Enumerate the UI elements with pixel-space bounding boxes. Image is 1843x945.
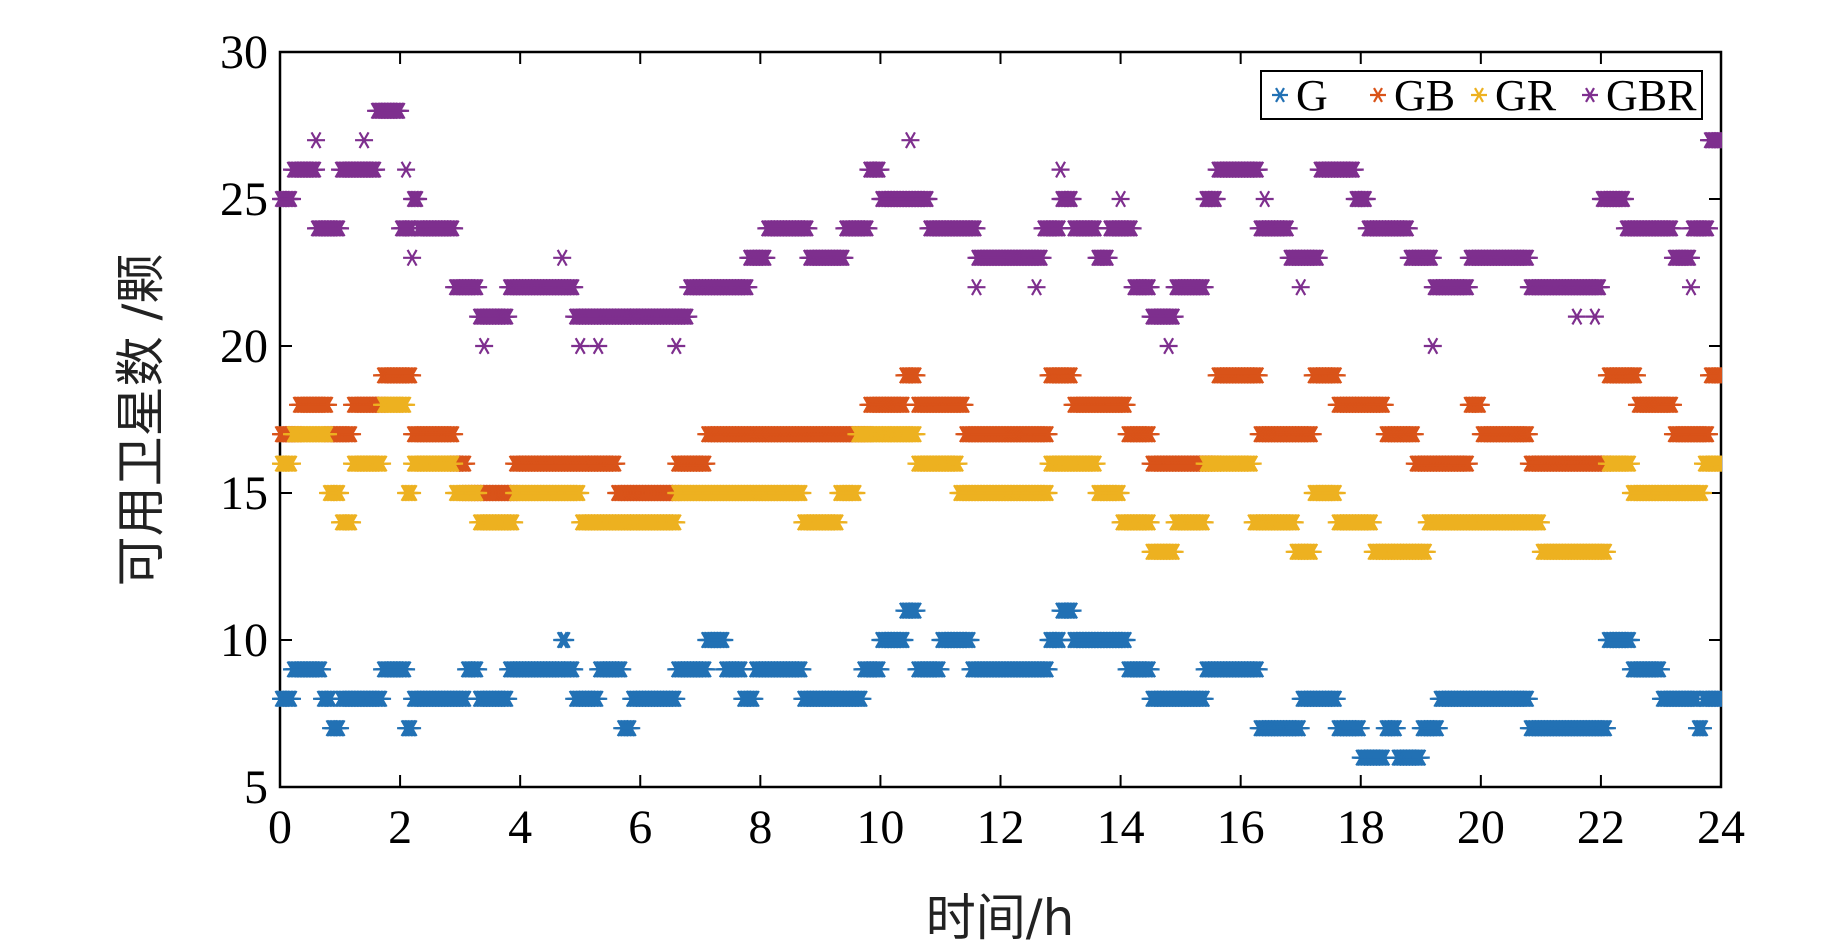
point-g	[895, 631, 914, 649]
x-tick-label: 16	[1217, 801, 1265, 854]
x-tick-label: 10	[856, 801, 904, 854]
x-tick-label: 24	[1697, 801, 1745, 854]
point-g	[1039, 661, 1058, 678]
point-g	[403, 719, 422, 737]
point-g	[1351, 719, 1370, 737]
point-gb	[1039, 425, 1058, 443]
x-tick-label: 22	[1577, 801, 1625, 854]
y-tick-label: 20	[220, 320, 268, 373]
point-gb	[1459, 455, 1478, 472]
x-axis-title: 时间/h	[926, 889, 1075, 945]
x-tick-label: 2	[388, 801, 412, 854]
data-markers	[272, 102, 1722, 766]
point-g	[1141, 661, 1160, 678]
point-g	[1429, 719, 1448, 737]
y-tick-label: 30	[220, 26, 268, 79]
point-g	[331, 719, 350, 737]
point-g	[283, 690, 302, 708]
series-G	[272, 602, 1722, 766]
x-tick-label: 4	[508, 801, 532, 854]
y-tick-labels: 5 10 15 20 25 30	[220, 26, 268, 814]
legend-label: G	[1296, 71, 1328, 120]
point-g	[793, 661, 812, 678]
legend-label: GR	[1495, 71, 1557, 120]
point-g	[745, 690, 764, 708]
point-g	[373, 690, 392, 708]
point-gb	[955, 396, 974, 414]
point-gb	[445, 425, 464, 443]
point-gb	[1471, 396, 1490, 414]
point-gb	[1063, 367, 1082, 384]
x-tick-label: 0	[268, 801, 292, 854]
point-g	[1693, 719, 1712, 737]
point-g	[931, 661, 950, 678]
point-g	[622, 719, 641, 737]
point-g	[715, 631, 734, 649]
point-g	[1063, 602, 1082, 619]
point-g	[1387, 719, 1406, 737]
point-g	[499, 690, 518, 708]
point-g	[1651, 661, 1670, 678]
point-gb	[1249, 367, 1268, 384]
point-gb	[1519, 425, 1538, 443]
point-g	[556, 631, 575, 649]
point-g	[697, 661, 716, 678]
point-g	[1327, 690, 1346, 708]
point-g	[1117, 631, 1136, 649]
point-gb	[1327, 367, 1346, 384]
x-tick-label: 8	[748, 801, 772, 854]
x-tick-label: 20	[1457, 801, 1505, 854]
point-gb	[1375, 396, 1394, 414]
point-gb	[1141, 425, 1160, 443]
point-gb	[403, 367, 422, 384]
x-tick-label: 12	[977, 801, 1025, 854]
point-gb	[1117, 396, 1136, 414]
y-tick-label: 15	[220, 467, 268, 520]
point-gb	[907, 367, 926, 384]
legend-label: GBR	[1606, 71, 1697, 120]
legend-label: GB	[1394, 71, 1455, 120]
x-tick-labels: 0 2 4 6 8 10 12 14 16 18 20 22 24	[268, 801, 1745, 854]
y-axis-title: 可用卫星数 /颗	[112, 254, 170, 587]
point-g	[469, 661, 488, 678]
point-g	[907, 602, 926, 619]
y-tick-label: 10	[220, 614, 268, 667]
point-g	[1519, 690, 1538, 708]
point-g	[1195, 690, 1214, 708]
point-g	[613, 661, 632, 678]
point-g	[1411, 749, 1430, 766]
y-tick-label: 5	[244, 761, 268, 814]
point-gb	[1303, 425, 1322, 443]
x-tick-label: 6	[628, 801, 652, 854]
point-g	[1597, 719, 1616, 737]
point-g	[397, 661, 416, 678]
point-g	[1712, 690, 1722, 708]
point-gb	[319, 396, 338, 414]
point-g	[871, 661, 890, 678]
legend: G GB GR GBR	[1260, 70, 1703, 120]
y-tick-label: 25	[220, 173, 268, 226]
point-g	[667, 690, 686, 708]
point-g	[1291, 719, 1310, 737]
point-gb	[343, 425, 362, 443]
point-gb	[607, 455, 626, 472]
point-g	[1621, 631, 1640, 649]
point-gb	[697, 455, 716, 472]
point-gb	[1405, 425, 1424, 443]
x-tick-label: 18	[1337, 801, 1385, 854]
point-g	[565, 661, 584, 678]
point-g	[961, 631, 980, 649]
point-g	[1249, 661, 1268, 678]
point-g	[313, 661, 332, 678]
x-tick-label: 14	[1097, 801, 1145, 854]
point-g	[589, 690, 608, 708]
point-g	[853, 690, 872, 708]
